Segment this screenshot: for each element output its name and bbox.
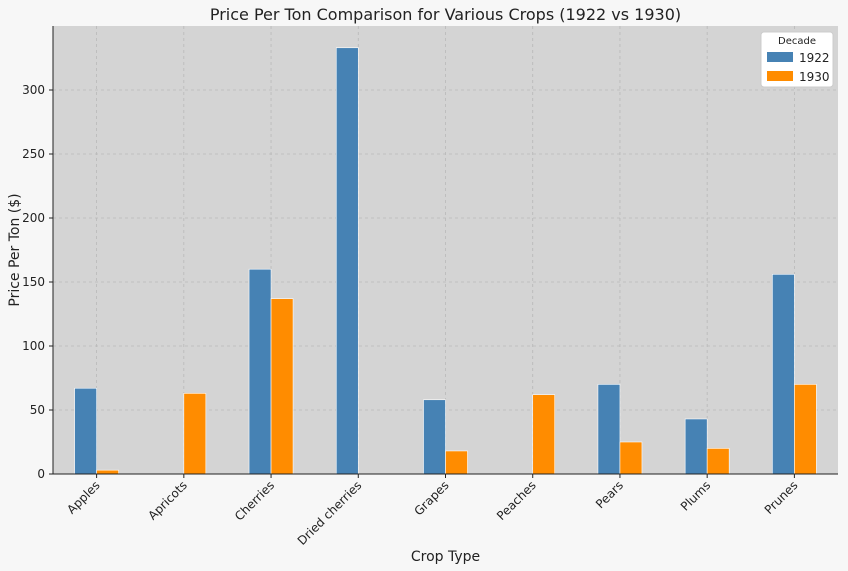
- x-tick-label: Plums: [678, 478, 713, 513]
- x-tick-label: Apples: [64, 478, 102, 516]
- y-tick-label: 100: [22, 339, 45, 353]
- y-axis-title: Price Per Ton ($): [7, 193, 23, 306]
- bar-grapes-1922: [423, 399, 446, 475]
- x-tick-label: Grapes: [411, 478, 451, 518]
- bar-apples-1930: [96, 469, 119, 475]
- bar-prunes-1922: [772, 274, 795, 475]
- legend-label-1922: 1922: [799, 51, 830, 65]
- y-tick-labels: 0 50 100 150 200 250 300: [22, 83, 53, 481]
- x-tick-label: Dried cherries: [295, 478, 365, 548]
- bar-pears-1930: [619, 441, 643, 475]
- x-tick-label: Prunes: [762, 478, 801, 517]
- y-tick-label: 0: [37, 467, 45, 481]
- legend-label-1930: 1930: [799, 70, 830, 84]
- legend: Decade 1922 1930: [760, 31, 834, 88]
- x-tick-label: Peaches: [494, 478, 539, 523]
- x-tick-label: Pears: [593, 478, 626, 511]
- bar-grapes-1930: [445, 450, 468, 475]
- y-tick-label: 50: [30, 403, 45, 417]
- bars-layer: [74, 47, 817, 475]
- bar-plums-1930: [706, 448, 730, 475]
- legend-title: Decade: [778, 36, 816, 47]
- legend-swatch-1930: [767, 71, 793, 81]
- x-tick-labels: Apples Apricots Cherries Dried cherries Grap…: [64, 474, 801, 548]
- bar-dried-cherries-1922: [335, 47, 359, 475]
- chart-title: Price Per Ton Comparison for Various Cro…: [210, 5, 681, 24]
- y-tick-label: 300: [22, 83, 45, 97]
- bar-prunes-1930: [794, 384, 817, 475]
- bar-peaches-1930: [532, 394, 556, 475]
- bar-cherries-1930: [270, 298, 294, 475]
- bar-pears-1922: [597, 384, 621, 475]
- bar-plums-1922: [684, 418, 708, 475]
- bar-cherries-1922: [248, 268, 272, 475]
- x-tick-label: Cherries: [232, 478, 277, 523]
- bar-apricots-1930: [183, 393, 207, 475]
- x-tick-label: Apricots: [145, 478, 190, 523]
- bar-apples-1922: [74, 387, 97, 475]
- x-axis-title: Crop Type: [411, 549, 480, 565]
- y-tick-label: 150: [22, 275, 45, 289]
- y-tick-label: 250: [22, 147, 45, 161]
- legend-swatch-1922: [767, 52, 793, 62]
- y-tick-label: 200: [22, 211, 45, 225]
